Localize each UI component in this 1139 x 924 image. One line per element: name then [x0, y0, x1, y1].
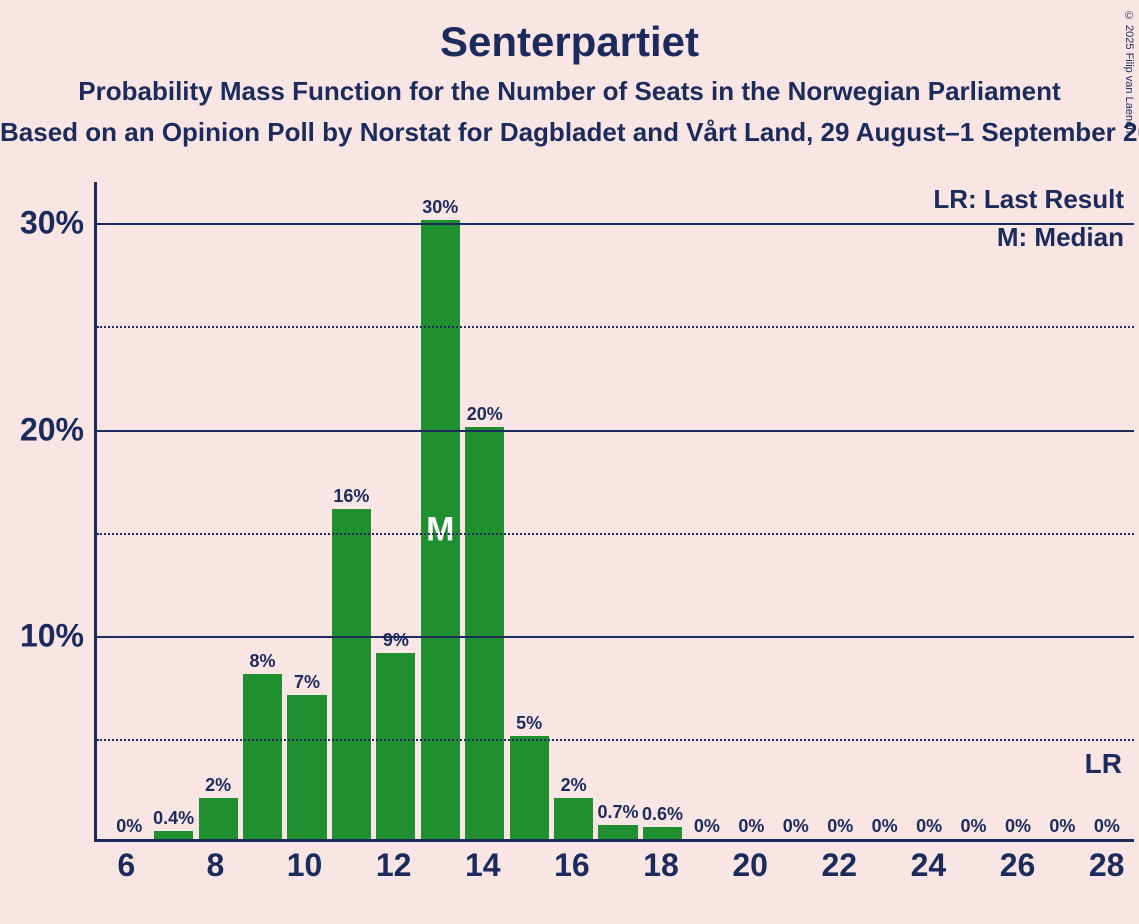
chart-title: Senterpartiet [0, 0, 1139, 66]
bar-value-label: 0% [694, 816, 720, 837]
x-axis-tick-label: 24 [906, 847, 951, 884]
bar: 0.6% [643, 827, 682, 839]
x-axis-tick-label: 22 [817, 847, 862, 884]
bar-value-label: 0% [1049, 816, 1075, 837]
bar-value-label: 0.6% [642, 804, 683, 825]
bar-value-label: 0.7% [598, 802, 639, 823]
x-axis-tick-label [416, 847, 461, 884]
gridline-minor [97, 739, 1134, 741]
x-axis-tick-label: 8 [193, 847, 238, 884]
x-axis-tick-label: 12 [371, 847, 416, 884]
gridline-minor [97, 326, 1134, 328]
bar-value-label: 7% [294, 672, 320, 693]
bar: 30%M [421, 220, 460, 839]
bar: 2% [554, 798, 593, 839]
gridline-minor [97, 533, 1134, 535]
bar: 0.7% [598, 825, 637, 839]
bar-value-label: 2% [561, 775, 587, 796]
bar-value-label: 0% [961, 816, 987, 837]
x-axis-tick-label [505, 847, 550, 884]
chart-subtitle-2: Based on an Opinion Poll by Norstat for … [0, 117, 1139, 148]
bar: 5% [510, 736, 549, 839]
lr-marker: LR [1085, 748, 1122, 780]
x-axis-tick-label [238, 847, 283, 884]
y-axis-label: 10% [20, 617, 84, 654]
bar-value-label: 0% [1094, 816, 1120, 837]
x-axis-tick-label: 10 [282, 847, 327, 884]
x-axis-labels: 6 8 10 12 14 16 18 20 22 24 26 28 [104, 847, 1129, 884]
bar-value-label: 8% [250, 651, 276, 672]
bar-value-label: 0% [916, 816, 942, 837]
x-axis-tick-label: 18 [639, 847, 684, 884]
x-axis-tick-label: 26 [995, 847, 1040, 884]
bar-value-label: 0% [1005, 816, 1031, 837]
bar: 16% [332, 509, 371, 839]
x-axis-tick-label [772, 847, 817, 884]
bar: 7% [287, 695, 326, 839]
bar: 9% [376, 653, 415, 839]
gridline-major [97, 430, 1134, 432]
chart-subtitle: Probability Mass Function for the Number… [0, 76, 1139, 107]
bar-value-label: 0.4% [153, 808, 194, 829]
bar-value-label: 20% [467, 404, 503, 425]
bar-value-label: 16% [333, 486, 369, 507]
x-axis-tick-label [1040, 847, 1085, 884]
bar-value-label: 30% [422, 197, 458, 218]
legend-median: M: Median [997, 222, 1124, 253]
x-axis-tick-label [327, 847, 372, 884]
x-axis-tick-label [149, 847, 194, 884]
y-axis-label: 20% [20, 411, 84, 448]
bar-value-label: 2% [205, 775, 231, 796]
bar: 2% [199, 798, 238, 839]
x-axis-tick-label: 20 [728, 847, 773, 884]
bar-value-label: 0% [827, 816, 853, 837]
x-axis-tick-label: 6 [104, 847, 149, 884]
bar-value-label: 0% [783, 816, 809, 837]
gridline-major [97, 223, 1134, 225]
x-axis-tick-label [951, 847, 996, 884]
bar-value-label: 9% [383, 630, 409, 651]
bar-value-label: 5% [516, 713, 542, 734]
plot-area: 0%0.4%2%8%7%16%9%30%M20%5%2%0.7%0.6%0%0%… [94, 182, 1134, 842]
bar-value-label: 0% [738, 816, 764, 837]
gridline-major [97, 636, 1134, 638]
bar: 20% [465, 427, 504, 840]
bar: 8% [243, 674, 282, 839]
bar-value-label: 0% [872, 816, 898, 837]
x-axis-tick-label [594, 847, 639, 884]
x-axis-tick-label: 16 [550, 847, 595, 884]
y-axis-label: 30% [20, 205, 84, 242]
bar-value-label: 0% [116, 816, 142, 837]
x-axis-tick-label [862, 847, 907, 884]
copyright-text: © 2025 Filip van Laenen [1123, 10, 1135, 133]
x-axis-tick-label: 14 [461, 847, 506, 884]
legend-last-result: LR: Last Result [933, 184, 1124, 215]
x-axis-tick-label [683, 847, 728, 884]
median-mark: M [426, 510, 454, 549]
chart-area: 0%0.4%2%8%7%16%9%30%M20%5%2%0.7%0.6%0%0%… [94, 182, 1134, 882]
bar: 0.4% [154, 831, 193, 839]
x-axis-tick-label: 28 [1084, 847, 1129, 884]
